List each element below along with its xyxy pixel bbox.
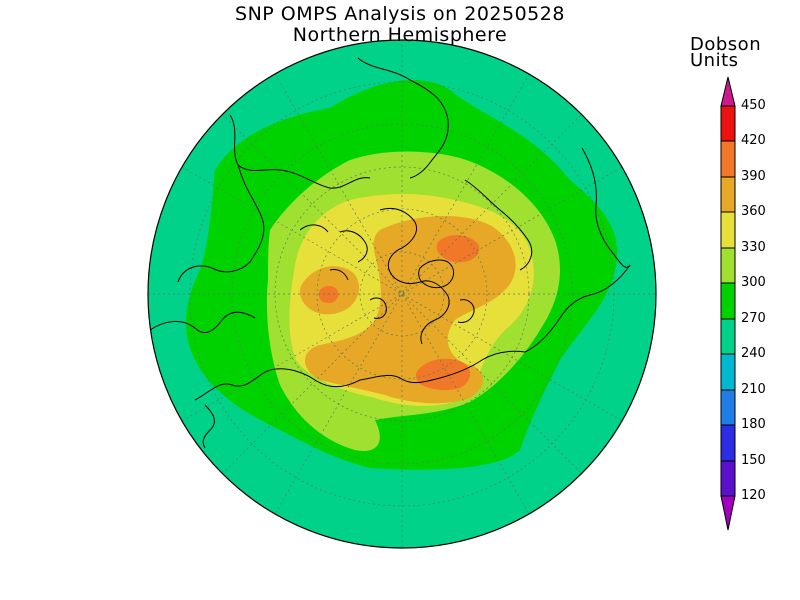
colorbar-unit-label-2: Units (690, 50, 739, 71)
colorbar-tick-label: 210 (741, 382, 766, 397)
colorbar-tick-label: 390 (741, 169, 766, 184)
map-title: SNP OMPS Analysis on 20250528 (235, 3, 565, 25)
coastlines (149, 57, 631, 449)
colorbar-top-arrow (720, 76, 736, 107)
colorbar-tick-label: 180 (741, 417, 766, 432)
colorbar-bottom-arrow (720, 495, 736, 531)
graticule (148, 40, 656, 548)
colorbar (720, 76, 736, 531)
colorbar-swatch-300 (720, 247, 736, 284)
colorbar-tick-label: 270 (741, 311, 766, 326)
colorbar-tick-label: 300 (741, 275, 766, 290)
colorbar-tick-label: 330 (741, 240, 766, 255)
colorbar-swatch-120 (720, 460, 736, 497)
colorbar-tick-label: 150 (741, 453, 766, 468)
colorbar-swatch-150 (720, 424, 736, 462)
ozone-band-360 (305, 215, 516, 404)
colorbar-tick-label: 450 (741, 98, 766, 113)
map-subtitle: Northern Hemisphere (292, 24, 508, 46)
colorbar-swatch-330 (720, 211, 736, 249)
colorbar-swatch-180 (720, 389, 736, 426)
colorbar-swatch-270 (720, 282, 736, 320)
colorbar-unit-label: Dobson (690, 34, 762, 55)
ozone-band-390c (318, 286, 339, 304)
globe-outline (147, 39, 657, 549)
colorbar-swatch-390 (720, 140, 736, 178)
colorbar-tick-label: 240 (741, 346, 766, 361)
colorbar-tick-label: 360 (741, 204, 766, 219)
colorbar-tick-label: 120 (741, 488, 766, 503)
colorbar-swatch-210 (720, 353, 736, 391)
colorbar-swatch-420 (720, 105, 736, 142)
colorbar-swatch-360 (720, 176, 736, 213)
ozone-band-390b (415, 358, 471, 391)
colorbar-swatch-240 (720, 318, 736, 355)
colorbar-tick-label: 420 (741, 133, 766, 148)
